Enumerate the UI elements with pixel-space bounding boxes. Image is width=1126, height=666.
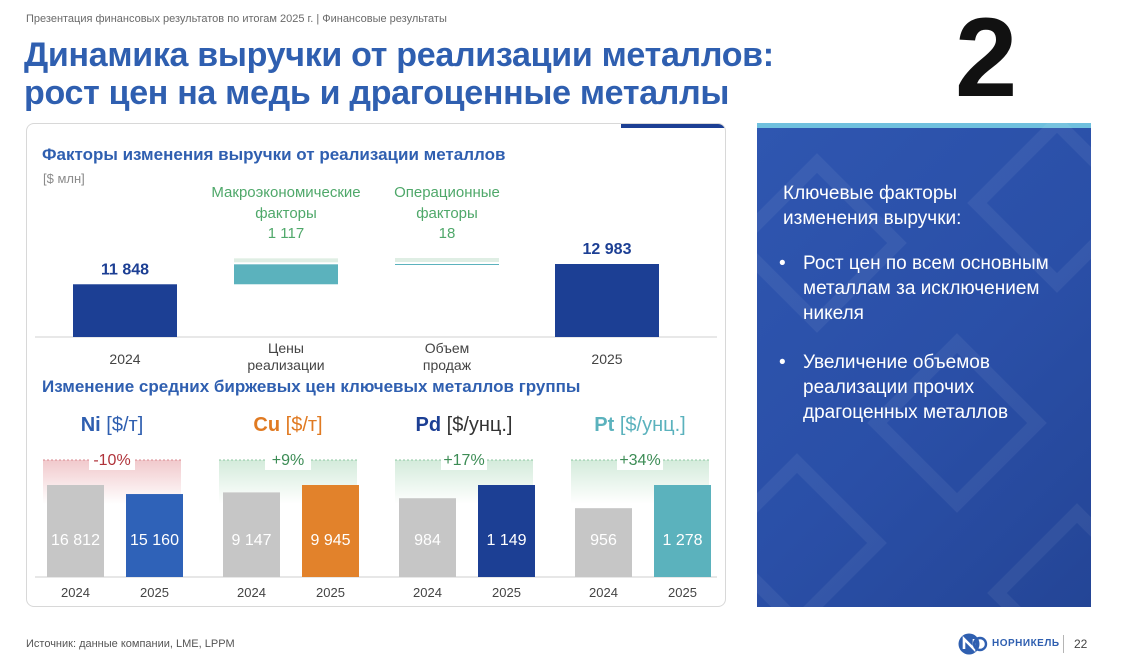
waterfall-annotation: факторы [416,205,478,222]
waterfall-x-label: продаж [423,357,472,373]
metal-symbol: Ni [81,414,101,436]
price-x-label: 2024 [237,585,266,600]
price-bar [223,492,280,577]
slide-number-badge: 2 [955,0,1018,120]
price-bar [399,498,456,577]
metal-group-header: Cu [$/т] [253,414,322,436]
price-bar [302,485,359,577]
price-bar [654,485,711,577]
price-value-label: 15 160 [130,532,179,549]
page-title-line-2: рост цен на медь и драгоценные металлы [24,74,730,112]
key-factors-list: • Рост цен по всем основным металлам за … [779,251,1069,449]
page-title: Динамика выручки от реализации металлов:… [24,36,774,112]
key-factor-text: Рост цен по всем основным металлам за ис… [803,253,1049,324]
price-bar [478,485,535,577]
waterfall-value-label: 12 983 [583,241,632,258]
charts-panel: Факторы изменения выручки от реализации … [26,123,726,607]
price-value-label: 16 812 [51,532,100,549]
price-x-label: 2024 [61,585,90,600]
nornickel-logo-icon [958,633,988,655]
panel-top-accent [621,124,725,128]
waterfall-x-label: Цены [268,340,304,356]
change-label-bg [441,450,487,470]
waterfall-annotation: факторы [255,205,317,222]
waterfall-x-label: Объем [425,340,470,356]
price-bar [575,508,632,577]
waterfall-bar [234,264,338,285]
bullet-icon: • [779,253,786,274]
price-bar [126,494,183,577]
price-change-label: -10% [93,452,130,469]
metal-unit: [$/т] [280,414,323,436]
waterfall-annotation: Операционные [394,184,500,201]
waterfall-x-label: 2025 [591,351,622,367]
price-x-label: 2024 [589,585,618,600]
metal-group-header: Pd [$/унц.] [416,414,513,436]
key-factors-top-stripe [757,123,1091,128]
waterfall-x-label: реализации [247,357,324,373]
waterfall-bar [555,264,659,337]
logo-wordmark: НОРНИКЕЛЬ [992,638,1060,649]
key-factor-item: • Рост цен по всем основным металлам за … [779,251,1069,326]
price-x-label: 2025 [140,585,169,600]
waterfall-value-label: 11 848 [101,261,149,278]
waterfall-annotation: Макроэкономические [211,184,360,201]
change-label-bg [89,450,135,470]
metal-unit: [$/унц.] [614,414,685,436]
price-change-label: +34% [619,452,660,469]
waterfall-bar [73,284,177,337]
waterfall-value-label: 18 [439,225,456,242]
price-bar [47,485,104,577]
metal-symbol: Pd [416,414,442,436]
waterfall-value-label: 1 117 [268,225,304,242]
price-change-label: +17% [443,452,484,469]
waterfall-unit-label: [$ млн] [43,171,85,186]
metal-symbol: Cu [253,414,280,436]
page-title-line-1: Динамика выручки от реализации металлов: [24,36,774,74]
metal-symbol: Pt [594,414,614,436]
waterfall-x-label: 2024 [109,351,140,367]
price-value-label: 9 945 [310,532,350,549]
price-value-label: 1 278 [662,532,702,549]
bullet-icon: • [779,352,786,373]
change-label-bg [265,450,311,470]
waterfall-delta-guide [234,258,338,263]
price-x-label: 2024 [413,585,442,600]
price-value-label: 984 [414,532,441,549]
waterfall-delta-guide [395,258,499,262]
key-factors-heading: Ключевые факторы изменения выручки: [783,183,962,229]
breadcrumb: Презентация финансовых результатов по ит… [26,13,447,25]
price-x-label: 2025 [492,585,521,600]
waterfall-chart-title: Факторы изменения выручки от реализации … [42,145,506,164]
price-x-label: 2025 [668,585,697,600]
metal-prices-chart: Ni [$/т] -10% 16 812 2024 15 160 2025 Cu [$/т]… [35,414,717,600]
change-label-bg [617,450,663,470]
price-value-label: 9 147 [231,532,271,549]
price-value-label: 1 149 [486,532,526,549]
waterfall-chart: 11 848 2024 Макроэкономические факторы 1 117… [35,184,717,373]
key-factor-item: • Увеличение объемов реализации прочих д… [779,350,1069,425]
key-factor-text: Увеличение объемов реализации прочих дра… [803,352,1009,423]
page-number: 22 [1074,637,1088,651]
background-pattern [757,123,1091,607]
metal-group-header: Pt [$/унц.] [594,414,685,436]
price-value-label: 956 [590,532,617,549]
key-factors-panel: Ключевые факторы изменения выручки: • Ро… [757,123,1091,607]
price-change-label: +9% [272,452,304,469]
metal-unit: [$/т] [101,414,144,436]
prices-chart-title: Изменение средних биржевых цен ключевых … [42,377,581,396]
footer-source: Источник: данные компании, LME, LPPM [26,638,235,650]
metal-group-header: Ni [$/т] [81,414,144,436]
waterfall-bar [395,264,499,265]
metal-unit: [$/унц.] [441,414,512,436]
price-x-label: 2025 [316,585,345,600]
footer-divider [1063,635,1064,653]
